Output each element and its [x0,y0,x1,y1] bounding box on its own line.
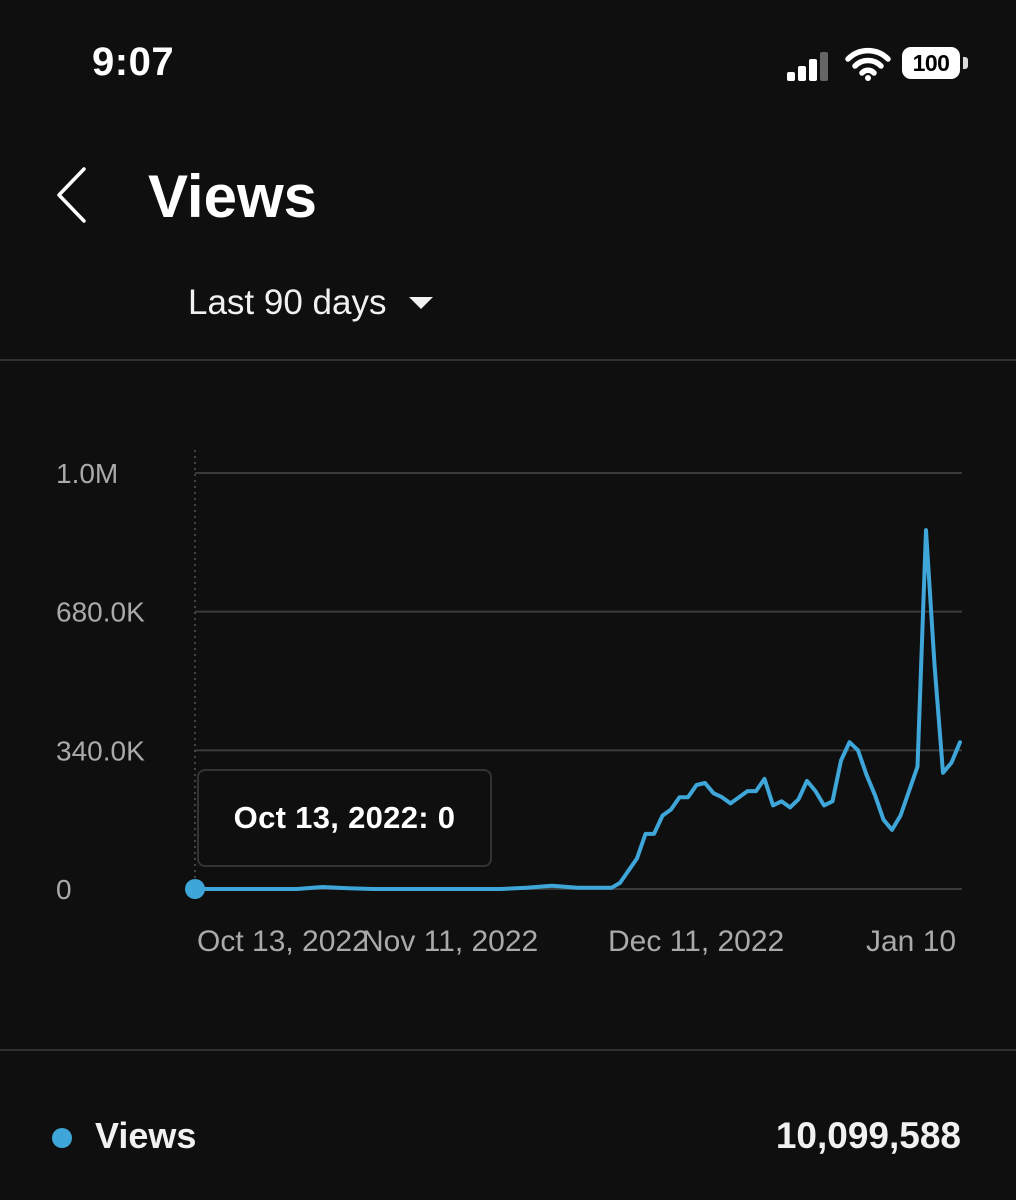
battery-level: 100 [912,50,950,76]
wifi-icon [845,47,891,81]
legend-divider [0,1049,1016,1051]
chart-tooltip: Oct 13, 2022: 0 [197,769,492,867]
battery-indicator: 100 [902,47,968,81]
x-tick-label: Jan 10 [866,925,956,958]
signal-strength-icon [787,52,828,81]
views-chart[interactable]: 0 340.0K 680.0K 1.0M Oct 13, 2022 Nov 11, 202… [0,362,1016,1050]
y-tick-label: 680.0K [56,597,145,628]
selected-data-point [185,879,205,899]
legend-dot-icon [52,1128,72,1148]
page-title: Views [148,163,318,230]
views-series-line [193,528,962,891]
date-range-label: Last 90 days [188,283,387,322]
date-range-dropdown[interactable]: Last 90 days [188,278,434,328]
legend-total-value: 10,099,588 [775,1115,961,1156]
status-time: 9:07 [92,40,175,84]
back-button[interactable] [50,160,110,230]
chevron-left-icon [57,167,86,223]
header-divider [0,359,1016,361]
status-bar: 9:07 100 [0,0,1016,130]
y-tick-label: 0 [56,874,72,905]
battery-icon [902,47,960,79]
legend-label: Views [95,1115,197,1156]
legend-row[interactable]: Views 10,099,588 [0,1100,1016,1174]
y-tick-label: 1.0M [56,458,118,489]
x-tick-label: Oct 13, 2022 [197,925,369,958]
caret-down-icon [409,297,434,309]
y-tick-label: 340.0K [56,735,145,766]
x-tick-label: Dec 11, 2022 [608,925,784,958]
x-tick-label: Nov 11, 2022 [362,925,538,958]
